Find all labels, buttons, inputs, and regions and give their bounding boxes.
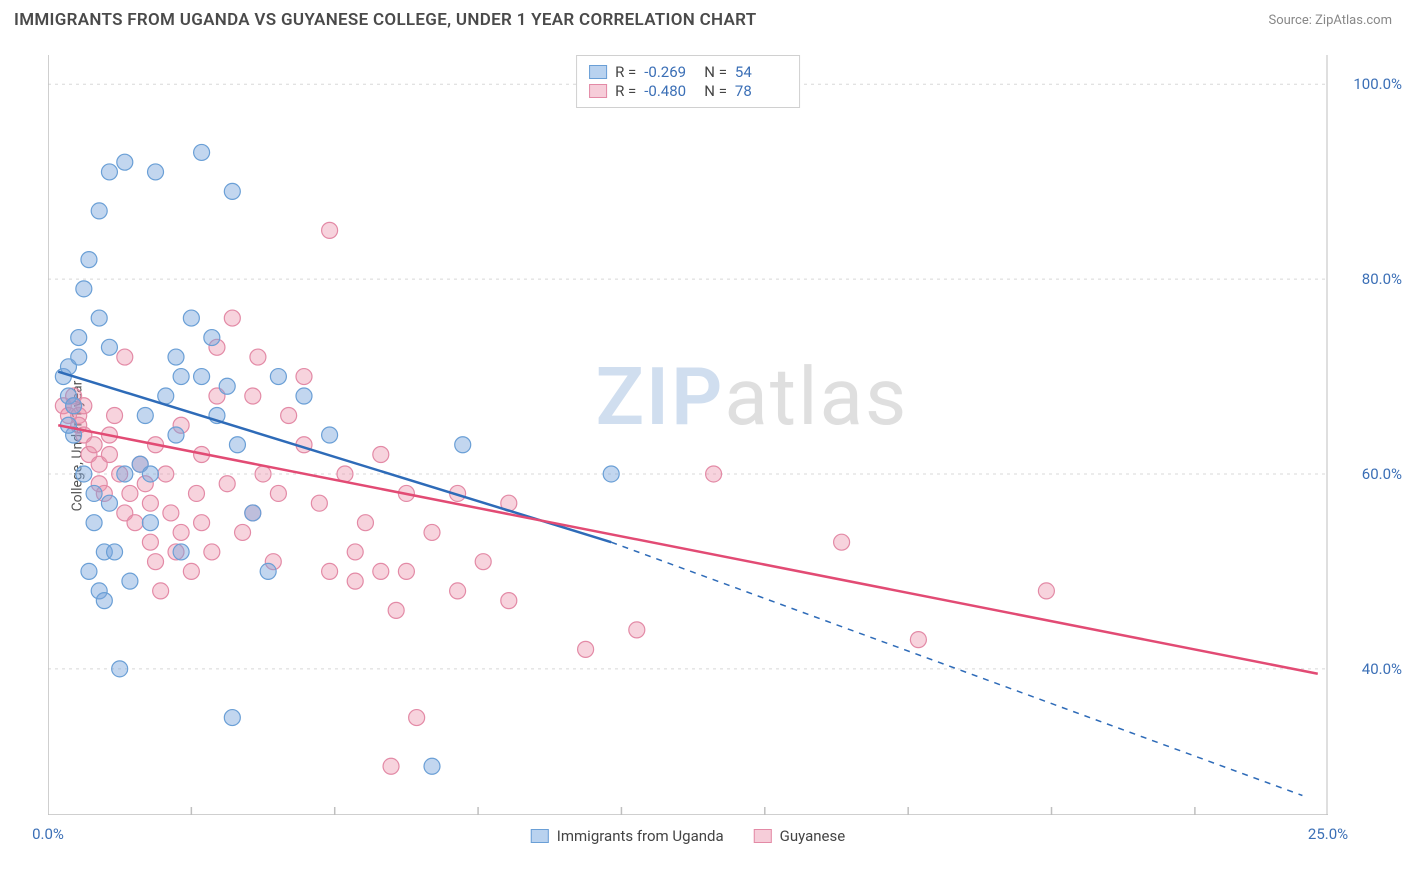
scatter-chart-svg [48, 55, 1328, 815]
x-tick-label: 0.0% [32, 825, 64, 843]
swatch-uganda [589, 65, 607, 79]
n-label: N = [704, 63, 727, 81]
legend-label-guyanese: Guyanese [780, 827, 846, 845]
legend-item-guyanese: Guyanese [754, 827, 846, 845]
n-label: N = [704, 82, 727, 100]
swatch-guyanese-icon [754, 829, 772, 843]
r-label: R = [615, 63, 636, 81]
chart-area: ZIPatlas R = -0.269 N = 54 R = -0.480 N … [48, 55, 1328, 815]
y-tick-label: 80.0% [1362, 270, 1402, 288]
n-value-guyanese: 78 [735, 82, 787, 100]
swatch-uganda-icon [531, 829, 549, 843]
y-tick-label: 100.0% [1353, 75, 1402, 93]
y-tick-label: 40.0% [1362, 660, 1402, 678]
legend-row-uganda: R = -0.269 N = 54 [589, 63, 787, 81]
r-label: R = [615, 82, 636, 100]
source-attribution: Source: ZipAtlas.com [1268, 13, 1392, 28]
legend-label-uganda: Immigrants from Uganda [557, 827, 724, 845]
series-legend: Immigrants from Uganda Guyanese [531, 827, 845, 845]
swatch-guyanese [589, 84, 607, 98]
legend-row-guyanese: R = -0.480 N = 78 [589, 82, 787, 100]
r-value-uganda: -0.269 [644, 63, 696, 81]
header: IMMIGRANTS FROM UGANDA VS GUYANESE COLLE… [14, 10, 1392, 30]
n-value-uganda: 54 [735, 63, 787, 81]
r-value-guyanese: -0.480 [644, 82, 696, 100]
correlation-legend: R = -0.269 N = 54 R = -0.480 N = 78 [576, 55, 800, 108]
x-tick-label: 25.0% [1308, 825, 1348, 843]
y-tick-label: 60.0% [1362, 465, 1402, 483]
legend-item-uganda: Immigrants from Uganda [531, 827, 724, 845]
chart-title: IMMIGRANTS FROM UGANDA VS GUYANESE COLLE… [14, 10, 756, 30]
